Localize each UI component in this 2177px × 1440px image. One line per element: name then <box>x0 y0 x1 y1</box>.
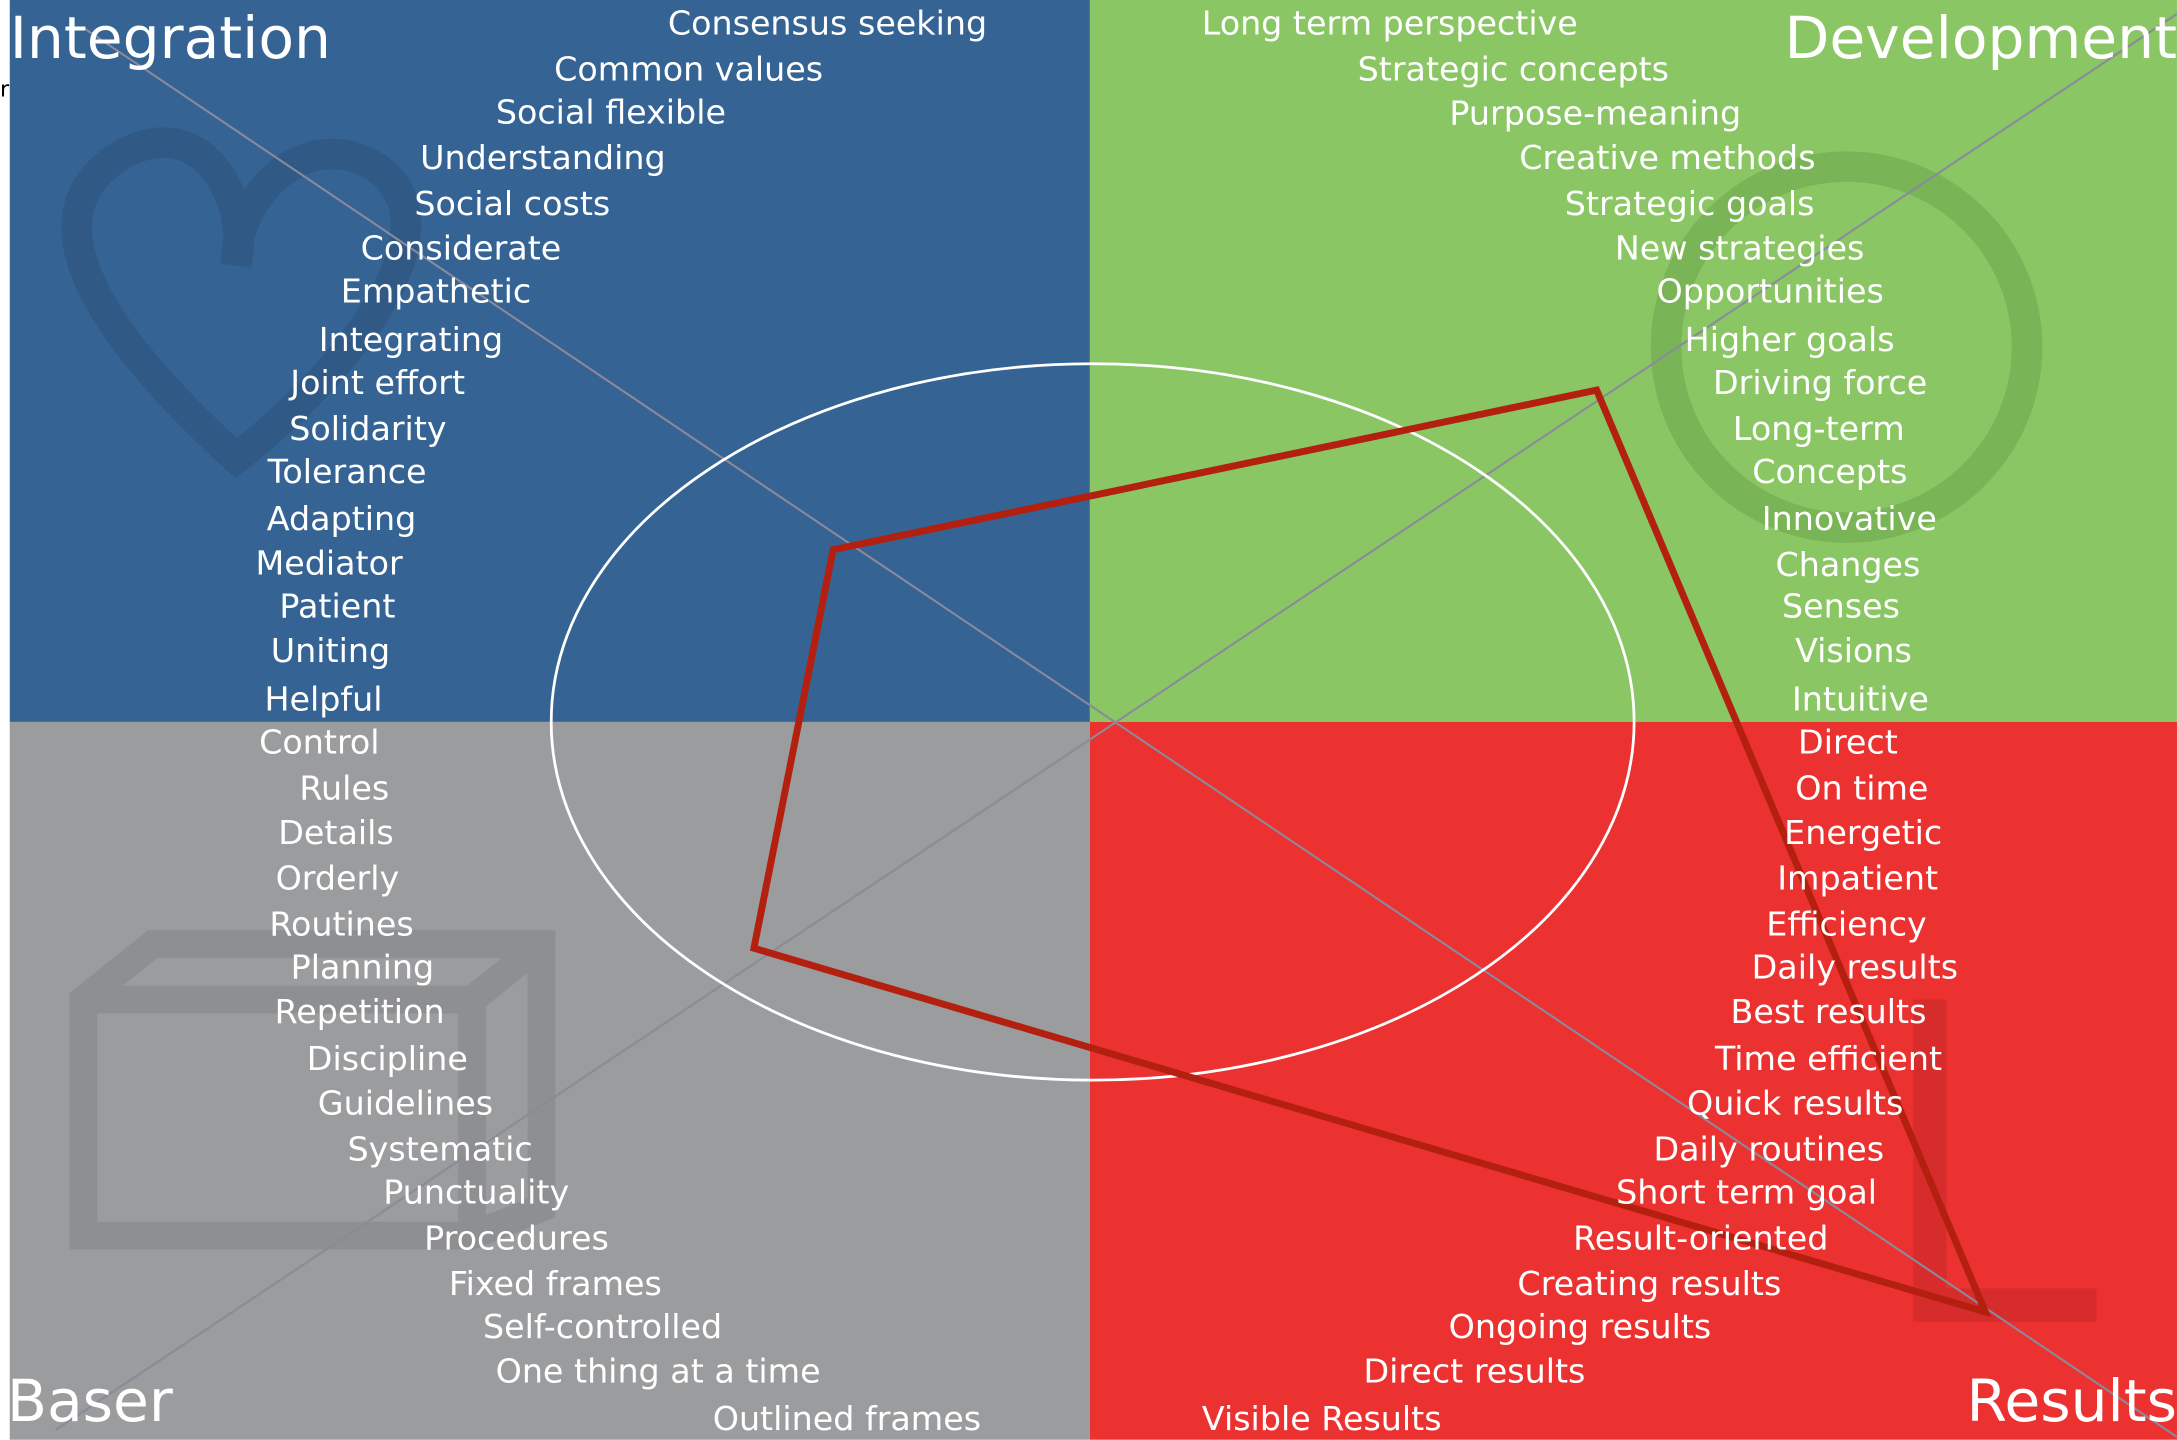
trait-label: Opportunities <box>1657 271 1884 310</box>
trait-label: Time efficient <box>1714 1039 1942 1078</box>
trait-label: Strategic concepts <box>1358 49 1669 88</box>
trait-label: Details <box>278 813 394 852</box>
trait-label: Innovative <box>1762 499 1937 538</box>
trait-label: Efficiency <box>1766 905 1926 944</box>
trait-label: Daily routines <box>1653 1129 1884 1168</box>
trait-label: Integrating <box>319 320 503 359</box>
trait-label: Intuitive <box>1792 680 1929 719</box>
trait-label: One thing at a time <box>496 1352 821 1391</box>
trait-label: Ongoing results <box>1449 1307 1712 1346</box>
trait-label: Helpful <box>264 680 382 719</box>
trait-label: Tolerance <box>267 452 427 491</box>
trait-label: Planning <box>291 948 435 987</box>
trait-label: Changes <box>1775 545 1920 584</box>
trait-label: Higher goals <box>1685 320 1895 359</box>
trait-label: Empathetic <box>341 271 531 310</box>
trait-label: Creative methods <box>1519 138 1815 177</box>
trait-label: Joint effort <box>288 363 465 402</box>
trait-label: Visions <box>1795 631 1912 670</box>
trait-label: Short term goal <box>1616 1172 1877 1211</box>
trait-label: Systematic <box>347 1129 532 1168</box>
page: r Integration Consensus seeking Common val… <box>0 0 2177 1440</box>
stray-text: r <box>0 77 10 103</box>
trait-label: Mediator <box>255 544 402 583</box>
trait-label: New strategies <box>1615 228 1865 267</box>
trait-label: Discipline <box>307 1039 468 1078</box>
trait-label: On time <box>1795 768 1928 807</box>
trait-label: Creating results <box>1517 1264 1781 1303</box>
quadrant-title: Baser <box>7 1367 173 1435</box>
trait-label: Solidarity <box>289 409 446 448</box>
trait-label: Strategic goals <box>1565 184 1815 223</box>
trait-label: Purpose-meaning <box>1449 94 1741 133</box>
trait-label: Best results <box>1731 992 1927 1031</box>
trait-label: Visible Results <box>1202 1399 1442 1438</box>
trait-label: Repetition <box>275 992 445 1031</box>
trait-label: Social costs <box>414 184 610 223</box>
trait-label: Direct results <box>1363 1352 1585 1391</box>
trait-label: Consensus seeking <box>668 3 987 42</box>
quadrant-title: Integration <box>10 4 331 72</box>
trait-label: Social flexible <box>496 92 726 131</box>
trait-label: Patient <box>279 587 395 626</box>
trait-label: Control <box>259 723 379 762</box>
trait-label: Understanding <box>420 138 665 177</box>
trait-label: Punctuality <box>383 1172 569 1211</box>
trait-label: Daily results <box>1752 948 1958 987</box>
trait-label: Outlined frames <box>713 1399 981 1438</box>
trait-label: Considerate <box>361 228 562 267</box>
trait-label: Routines <box>269 905 413 944</box>
trait-label: Uniting <box>271 631 390 670</box>
trait-label: Rules <box>299 768 389 807</box>
trait-label: Impatient <box>1777 859 1938 898</box>
trait-label: Long-term <box>1733 409 1905 448</box>
trait-label: Concepts <box>1752 452 1907 491</box>
trait-label: Guidelines <box>318 1084 493 1123</box>
quadrant-title: Development <box>1785 4 2177 72</box>
trait-label: Result-oriented <box>1573 1218 1828 1257</box>
trait-label: Procedures <box>424 1218 609 1257</box>
quadrant-title: Results <box>1966 1367 2177 1435</box>
trait-label: Driving force <box>1713 363 1927 402</box>
trait-label: Fixed frames <box>449 1264 662 1303</box>
trait-label: Energetic <box>1784 813 1942 852</box>
trait-label: Common values <box>554 49 823 88</box>
quadrant-diagram: r Integration Consensus seeking Common val… <box>0 0 2177 1440</box>
trait-label: Orderly <box>276 859 400 898</box>
trait-label: Adapting <box>267 499 416 538</box>
trait-label: Self-controlled <box>483 1307 722 1346</box>
trait-label: Long term perspective <box>1202 3 1578 42</box>
trait-label: Quick results <box>1687 1084 1903 1123</box>
trait-label: Direct <box>1798 723 1898 762</box>
trait-label: Senses <box>1782 587 1900 626</box>
